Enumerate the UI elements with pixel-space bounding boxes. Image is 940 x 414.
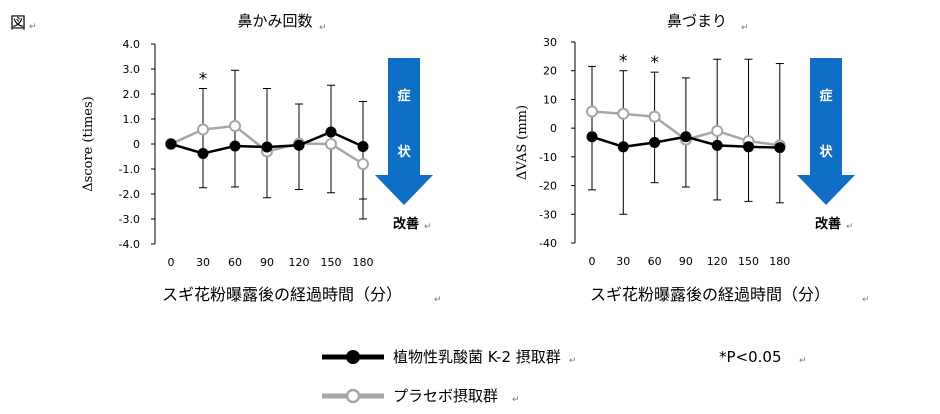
x-tick-label: 0 <box>168 256 175 269</box>
edit-mark: ↵ <box>741 23 749 33</box>
edit-mark: ↵ <box>434 295 442 305</box>
edit-mark: ↵ <box>846 222 854 232</box>
x-tick-label: 150 <box>738 255 759 268</box>
x-axis-title: スギ花粉曝露後の経過時間（分） <box>590 285 830 304</box>
y-tick-label: -2.0 <box>119 188 140 201</box>
arrow-caption: 改善 <box>815 216 841 232</box>
y-tick-label: 1.0 <box>123 113 141 126</box>
data-point <box>197 123 209 136</box>
legend-placebo-marker <box>345 388 361 404</box>
x-tick-label: 90 <box>679 255 693 268</box>
y-tick-label: 20 <box>543 65 557 78</box>
y-tick-label: -3.0 <box>119 213 140 226</box>
legend: 植物性乳酸菌 K-2 摂取群 ↵ プラセボ摂取群 ↵ *P<0.05 ↵ <box>322 348 807 405</box>
data-point <box>711 125 724 138</box>
data-point <box>261 141 273 153</box>
y-tick-label: -40 <box>539 237 557 250</box>
data-point <box>586 105 598 118</box>
x-tick-label: 30 <box>196 256 210 269</box>
data-point <box>293 139 305 151</box>
y-axis-title: Δscore (times) <box>81 96 96 191</box>
x-tick-label: 120 <box>707 255 728 268</box>
y-tick-label: 4.0 <box>123 38 141 51</box>
chart-title: 鼻かみ回数 <box>237 12 312 30</box>
significance-note: *P<0.05 <box>719 348 782 366</box>
data-point <box>325 138 337 150</box>
y-tick-label: 0 <box>550 122 557 135</box>
data-point <box>617 141 629 153</box>
edit-mark: ↵ <box>862 295 870 305</box>
arrow-char: 症 <box>819 88 832 104</box>
data-point <box>229 120 241 132</box>
legend-k2-marker <box>346 350 360 364</box>
y-tick-label: 30 <box>543 36 557 49</box>
x-tick-label: 60 <box>228 256 242 269</box>
figure-label: 図 <box>10 13 26 32</box>
chart-title: 鼻づまり <box>667 12 727 30</box>
y-tick-label: -20 <box>539 180 557 193</box>
legend-placebo-label: プラセボ摂取群 <box>393 387 498 405</box>
edit-mark: ↵ <box>512 395 520 405</box>
x-tick-label: 180 <box>769 255 790 268</box>
data-point <box>774 142 786 154</box>
x-tick-label: 0 <box>589 255 596 268</box>
edit-mark: ↵ <box>319 23 327 33</box>
data-point <box>648 110 661 123</box>
arrow-char: 症 <box>397 88 410 104</box>
x-axis-title: スギ花粉曝露後の経過時間（分） <box>162 285 402 304</box>
data-point <box>357 158 369 170</box>
y-tick-label: 10 <box>543 93 557 106</box>
edit-mark: ↵ <box>424 222 432 232</box>
data-point <box>586 131 598 143</box>
data-point <box>197 148 209 159</box>
x-tick-label: 120 <box>289 256 310 269</box>
x-tick-label: 150 <box>321 256 342 269</box>
y-axis-title: ΔVAS (mm) <box>515 105 530 180</box>
x-tick-label: 180 <box>353 256 374 269</box>
data-point <box>229 140 241 152</box>
significance-star: * <box>619 52 628 72</box>
data-point <box>617 107 630 120</box>
significance-star: * <box>199 70 208 90</box>
significance-star: * <box>650 53 659 73</box>
data-point <box>680 131 692 143</box>
arrow-caption: 改善 <box>393 216 419 232</box>
edit-mark: ↵ <box>799 356 807 366</box>
y-tick-label: 3.0 <box>123 63 141 76</box>
data-point <box>357 141 369 152</box>
edit-mark: ↵ <box>29 22 37 32</box>
y-tick-label: -30 <box>539 208 557 221</box>
data-point <box>743 141 754 153</box>
y-tick-label: -10 <box>539 151 557 164</box>
arrow-shape <box>797 58 855 205</box>
y-tick-label: 2.0 <box>123 88 141 101</box>
legend-k2-label: 植物性乳酸菌 K-2 摂取群 <box>393 348 561 366</box>
x-tick-label: 60 <box>648 255 662 268</box>
x-tick-label: 30 <box>616 255 630 268</box>
data-point <box>649 137 661 148</box>
y-tick-label: -1.0 <box>119 163 140 176</box>
arrow-char: 状 <box>819 144 833 160</box>
y-tick-label: 0 <box>133 138 140 151</box>
data-point <box>165 138 177 150</box>
chart-nose-blowing: 鼻かみ回数 ↵ 4.0 3.0 2.0 1.0 0 -1.0 -2.0 -3.0 -4.0 Δscor… <box>81 12 442 305</box>
chart-nasal-congestion: 鼻づまり ↵ 30 20 10 0 -10 -20 -30 -40 ΔVAS (mm) 0 30 60 90… <box>515 12 870 305</box>
arrow-char: 状 <box>397 144 411 160</box>
y-tick-label: -4.0 <box>119 238 140 251</box>
arrow-shape <box>375 58 433 205</box>
data-point <box>325 126 337 138</box>
edit-mark: ↵ <box>569 356 577 366</box>
data-point <box>711 139 723 151</box>
x-tick-label: 90 <box>260 256 274 269</box>
